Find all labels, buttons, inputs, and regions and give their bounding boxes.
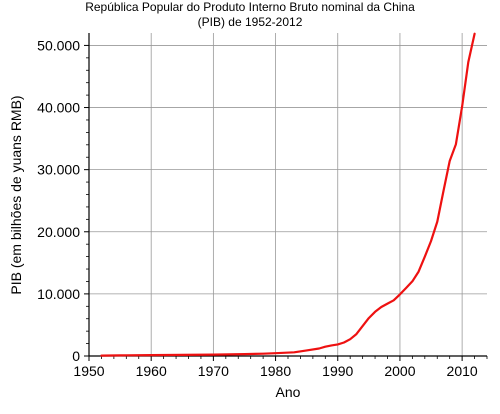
y-tick-label: 0	[72, 348, 80, 364]
chart-title-line-2: (PIB) de 1952-2012	[197, 15, 303, 29]
chart-title-line-1: República Popular do Produto Interno Bru…	[85, 0, 415, 14]
y-tick-label: 30.000	[37, 162, 80, 178]
y-axis-label: PIB (em bilhões de yuans RMB)	[8, 95, 24, 294]
x-tick-label: 2010	[447, 363, 478, 379]
chart-grid	[89, 33, 487, 356]
gdp-series-line	[100, 32, 476, 357]
x-tick-label: 2000	[384, 363, 415, 379]
x-tick-label: 1970	[198, 363, 229, 379]
x-tick-label: 1980	[260, 363, 291, 379]
y-tick-label: 10.000	[37, 286, 80, 302]
x-tick-label: 1990	[322, 363, 353, 379]
x-axis-label: Ano	[276, 384, 301, 400]
chart-ticks: 1950 1960 1970 1980 1990 2000 2010 0 10.000 20.00…	[37, 37, 488, 379]
y-tick-label: 50.000	[37, 37, 80, 53]
chart-series	[100, 32, 476, 357]
y-tick-label: 40.000	[37, 100, 80, 116]
x-tick-label: 1950	[73, 363, 104, 379]
x-tick-label: 1960	[136, 363, 167, 379]
y-tick-label: 20.000	[37, 224, 80, 240]
chart-axes	[88, 33, 487, 357]
